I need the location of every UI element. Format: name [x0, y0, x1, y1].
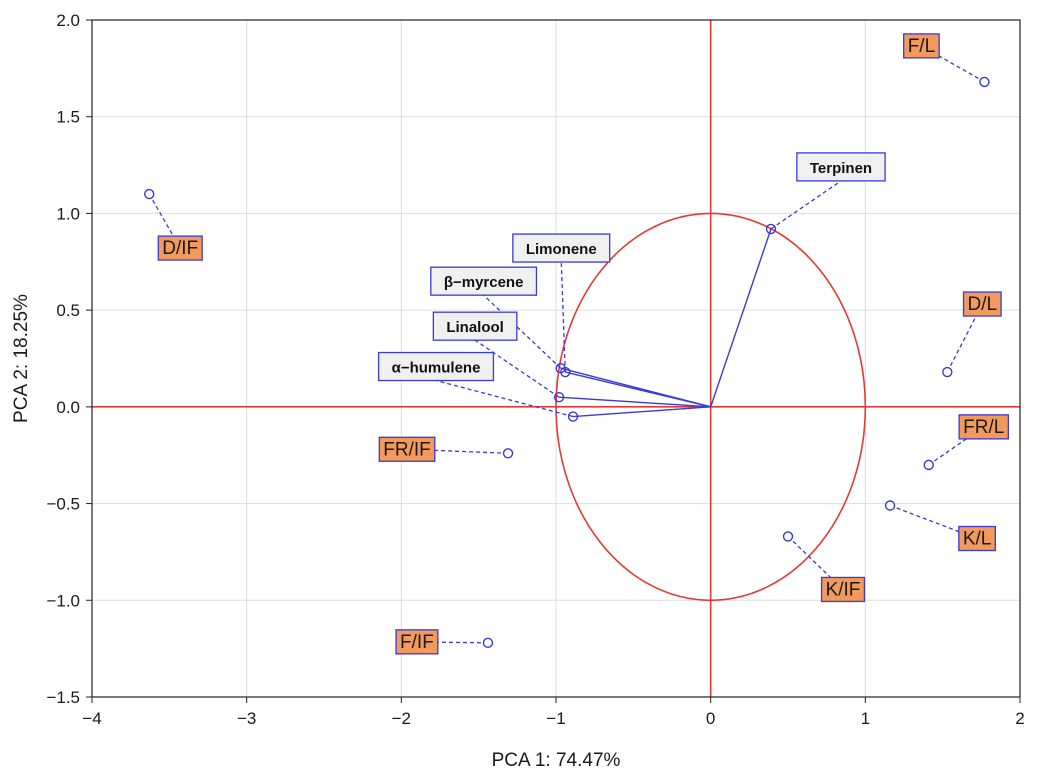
variable-leader	[770, 180, 842, 230]
observation-label: FR/IF	[378, 436, 436, 462]
variable-label: α−humulene	[377, 351, 495, 382]
observation-label-box	[157, 235, 203, 261]
observation-label: D/IF	[157, 235, 203, 261]
observation-label-text: F/IF	[400, 632, 434, 653]
y-tick-label: 2.0	[56, 11, 80, 30]
observation-label-text: D/L	[968, 294, 998, 315]
observation-label-text: FR/IF	[383, 439, 431, 460]
loading-vector	[560, 367, 711, 408]
loading-vectors	[559, 228, 772, 418]
variable-label: β−myrcene	[430, 266, 538, 296]
x-tick-label: −1	[546, 709, 565, 728]
variable-label-text: Terpinen	[810, 160, 872, 177]
variable-leader	[560, 262, 566, 373]
loading-vector	[710, 228, 772, 408]
observation-label-box	[958, 525, 996, 552]
observation-label-text: K/L	[963, 529, 992, 550]
variable-label-box	[377, 351, 495, 382]
y-axis-title: PCA 2: 18.25%	[11, 294, 32, 423]
variable-label-text: Limonene	[526, 241, 597, 258]
observation-label-text: D/IF	[162, 238, 198, 259]
variable-point	[567, 411, 579, 422]
loading-vector	[559, 396, 711, 408]
variable-point	[555, 362, 566, 374]
variable-label-box	[430, 266, 538, 296]
observation-label: F/L	[903, 33, 940, 59]
variable-label-text: β−myrcene	[444, 274, 524, 291]
observation-label: K/L	[958, 525, 996, 552]
observation-label-text: K/IF	[826, 579, 861, 600]
observation-leader	[921, 45, 985, 83]
label-leaders	[148, 45, 985, 644]
observation-point	[884, 500, 896, 511]
variable-label-box	[432, 311, 518, 341]
observation-point	[144, 188, 155, 200]
x-axis-title: PCA 1: 74.47%	[492, 750, 621, 771]
zero-lines	[92, 20, 1020, 697]
x-tick-label: 0	[706, 709, 715, 728]
observation-point	[979, 76, 990, 88]
observation-label: D/L	[962, 291, 1002, 317]
variable-point	[553, 391, 565, 403]
variable-label: Terpinen	[796, 152, 886, 182]
variable-label: Linalool	[432, 311, 518, 341]
observation-label: FR/L	[958, 414, 1009, 440]
variable-label-box	[512, 233, 611, 263]
variable-label: Limonene	[512, 233, 611, 263]
observation-point	[923, 459, 934, 471]
loading-vector	[572, 406, 711, 418]
x-tick-label: 2	[1015, 709, 1024, 728]
variable-leader	[435, 379, 574, 418]
x-tick-label: −4	[82, 709, 101, 728]
points	[144, 76, 990, 649]
observation-label-box	[958, 414, 1009, 440]
x-tick-label: −3	[237, 709, 256, 728]
observation-label-text: F/L	[908, 36, 935, 57]
observation-label-box	[395, 629, 439, 655]
y-tick-label: 1.5	[56, 108, 80, 127]
observation-label-box	[820, 576, 866, 603]
observation-label: F/IF	[395, 629, 439, 655]
ticks: −4 −3 −2 −1 0 1 2 −1.5 −1.0 −0.5 0.0 0.5 1.0 1.5 2.0	[46, 11, 1024, 728]
x-tick-label: 1	[861, 709, 870, 728]
variable-label-text: Linalool	[446, 319, 504, 336]
y-tick-label: 0.0	[56, 398, 80, 417]
observation-point	[502, 448, 514, 459]
observation-point	[942, 366, 953, 378]
y-tick-label: −1.0	[46, 591, 80, 610]
variable-label-text: α−humulene	[392, 360, 481, 377]
y-tick-label: −0.5	[46, 495, 80, 514]
variable-leader	[483, 294, 562, 369]
observation-point	[482, 637, 494, 649]
variable-leader	[474, 339, 560, 398]
observation-point	[782, 531, 794, 542]
observation-label-box	[962, 291, 1002, 317]
y-tick-label: −1.5	[46, 688, 80, 707]
y-tick-label: 1.0	[56, 204, 80, 223]
grid	[92, 20, 1020, 697]
observation-label: K/IF	[820, 576, 866, 603]
variable-point	[765, 223, 777, 235]
observation-label-text: FR/L	[963, 417, 1004, 438]
y-tick-label: 0.5	[56, 301, 80, 320]
x-tick-label: −2	[392, 709, 411, 728]
observation-label-box	[378, 436, 436, 462]
variable-label-box	[796, 152, 886, 182]
observation-label-box	[903, 33, 940, 59]
